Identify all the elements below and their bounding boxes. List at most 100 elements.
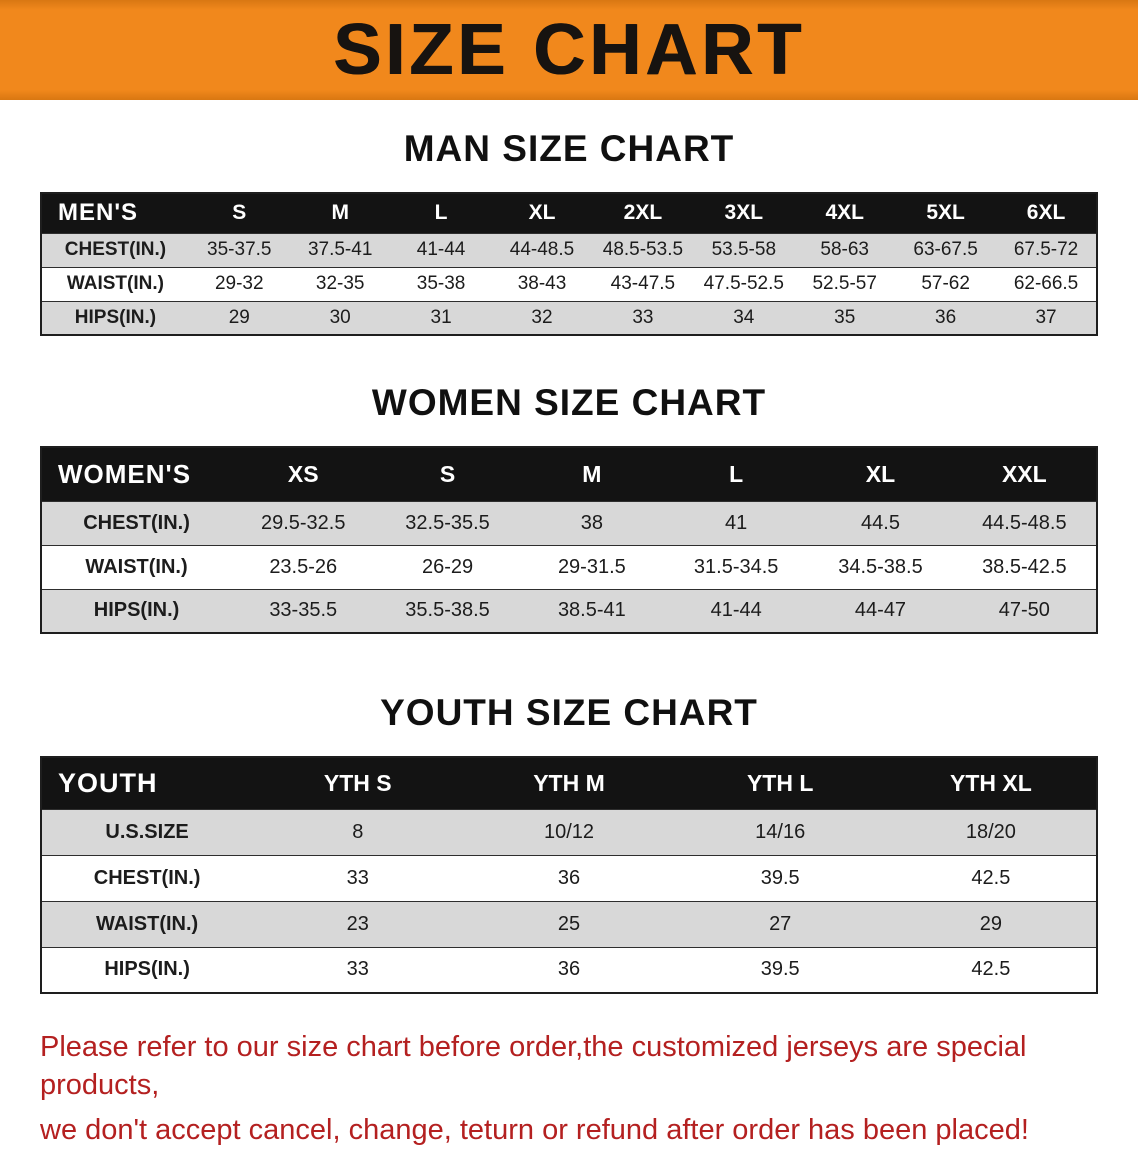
value-cell: 48.5-53.5 [592, 232, 694, 267]
value-cell: 47.5-52.5 [693, 266, 795, 301]
value-cell: 38 [519, 500, 665, 545]
youth-section-heading: YOUTH SIZE CHART [380, 692, 758, 733]
value-cell: 36 [463, 854, 675, 901]
table-row: WAIST(IN.) 23.5-26 26-29 29-31.5 31.5-34.5 34… [41, 544, 1097, 589]
column-header: XL [491, 193, 593, 233]
value-cell: 32 [491, 300, 593, 335]
value-cell: 42.5 [885, 946, 1097, 993]
value-cell: 26-29 [375, 544, 520, 589]
value-cell: 58-63 [794, 232, 896, 267]
value-cell: 35-37.5 [188, 232, 290, 267]
value-cell: 39.5 [674, 854, 886, 901]
table-row: CHEST(IN.) 35-37.5 37.5-41 41-44 44-48.5 48.5… [41, 232, 1097, 267]
value-cell: 43-47.5 [592, 266, 694, 301]
men-size-section: MAN SIZE CHART MEN'S S M L XL 2XL 3XL 4XL 5XL 6XL… [0, 128, 1138, 336]
value-cell: 25 [463, 900, 675, 947]
table-header-row: MEN'S S M L XL 2XL 3XL 4XL 5XL 6XL [41, 193, 1097, 233]
men-section-heading: MAN SIZE CHART [403, 128, 735, 169]
column-header: YTH S [252, 757, 464, 809]
column-header: M [289, 193, 391, 233]
column-header: 5XL [895, 193, 997, 233]
value-cell: 36 [895, 300, 997, 335]
column-header: XS [231, 447, 376, 501]
value-cell: 23 [252, 900, 464, 947]
column-header: 6XL [996, 193, 1097, 233]
value-cell: 35-38 [390, 266, 492, 301]
value-cell: 33 [252, 854, 464, 901]
value-cell: 53.5-58 [693, 232, 795, 267]
table-row: CHEST(IN.) 33 36 39.5 42.5 [41, 854, 1097, 901]
value-cell: 37 [996, 300, 1097, 335]
value-cell: 29-32 [188, 266, 290, 301]
value-cell: 57-62 [895, 266, 997, 301]
column-header: YTH L [674, 757, 886, 809]
youth-size-section: YOUTH SIZE CHART YOUTH YTH S YTH M YTH L YTH… [0, 692, 1138, 994]
table-row: HIPS(IN.) 33-35.5 35.5-38.5 38.5-41 41-44 44-… [41, 588, 1097, 633]
value-cell: 29 [885, 900, 1097, 947]
column-header: L [390, 193, 492, 233]
value-cell: 29.5-32.5 [231, 500, 376, 545]
value-cell: 44.5-48.5 [952, 500, 1097, 545]
table-row: HIPS(IN.) 33 36 39.5 42.5 [41, 946, 1097, 993]
row-label: WAIST(IN.) [41, 544, 232, 589]
value-cell: 18/20 [885, 808, 1097, 855]
value-cell: 67.5-72 [996, 232, 1097, 267]
value-cell: 44-47 [808, 588, 953, 633]
value-cell: 30 [289, 300, 391, 335]
value-cell: 31 [390, 300, 492, 335]
column-header: S [375, 447, 520, 501]
value-cell: 31.5-34.5 [664, 544, 809, 589]
value-cell: 8 [252, 808, 464, 855]
value-cell: 41-44 [664, 588, 809, 633]
value-cell: 23.5-26 [231, 544, 376, 589]
value-cell: 38.5-42.5 [952, 544, 1097, 589]
value-cell: 41-44 [390, 232, 492, 267]
value-cell: 34.5-38.5 [808, 544, 953, 589]
value-cell: 34 [693, 300, 795, 335]
column-header: XL [808, 447, 953, 501]
row-label: CHEST(IN.) [41, 854, 253, 901]
column-header: L [664, 447, 809, 501]
row-label: CHEST(IN.) [41, 232, 189, 267]
value-cell: 32.5-35.5 [375, 500, 520, 545]
table-row: HIPS(IN.) 29 30 31 32 33 34 35 36 37 [41, 300, 1097, 335]
table-row: CHEST(IN.) 29.5-32.5 32.5-35.5 38 41 44.5 44.5… [41, 500, 1097, 545]
value-cell: 47-50 [952, 588, 1097, 633]
column-header: XXL [952, 447, 1097, 501]
value-cell: 32-35 [289, 266, 391, 301]
banner: SIZE CHART [0, 0, 1138, 100]
value-cell: 27 [674, 900, 886, 947]
table-corner-label: WOMEN'S [41, 447, 232, 501]
table-corner-label: MEN'S [41, 193, 189, 233]
value-cell: 14/16 [674, 808, 886, 855]
value-cell: 29 [188, 300, 290, 335]
women-section-heading: WOMEN SIZE CHART [371, 382, 767, 423]
women-size-section: WOMEN SIZE CHART WOMEN'S XS S M L XL XXL CHEST(… [0, 382, 1138, 634]
column-header: S [188, 193, 290, 233]
column-header: 4XL [794, 193, 896, 233]
row-label: U.S.SIZE [41, 808, 253, 855]
value-cell: 63-67.5 [895, 232, 997, 267]
column-header: 3XL [693, 193, 795, 233]
men-size-table: MEN'S S M L XL 2XL 3XL 4XL 5XL 6XL CHEST(IN.) 35-37… [40, 192, 1098, 336]
row-label: HIPS(IN.) [41, 588, 232, 633]
row-label: CHEST(IN.) [41, 500, 232, 545]
value-cell: 38-43 [491, 266, 593, 301]
value-cell: 39.5 [674, 946, 886, 993]
table-header-row: YOUTH YTH S YTH M YTH L YTH XL [41, 757, 1097, 809]
table-header-row: WOMEN'S XS S M L XL XXL [41, 447, 1097, 501]
youth-size-table: YOUTH YTH S YTH M YTH L YTH XL U.S.SIZE 8 10/12… [40, 756, 1098, 994]
column-header: 2XL [592, 193, 694, 233]
disclaimer-line-1: Please refer to our size chart before or… [40, 1031, 1027, 1102]
row-label: WAIST(IN.) [41, 266, 189, 301]
value-cell: 52.5-57 [794, 266, 896, 301]
table-row: WAIST(IN.) 29-32 32-35 35-38 38-43 43-47.5 47.… [41, 266, 1097, 301]
value-cell: 44-48.5 [491, 232, 593, 267]
table-row: WAIST(IN.) 23 25 27 29 [41, 900, 1097, 947]
disclaimer: Please refer to our size chart before or… [40, 1028, 1108, 1149]
value-cell: 10/12 [463, 808, 675, 855]
banner-title: SIZE CHART [333, 10, 805, 90]
value-cell: 29-31.5 [519, 544, 665, 589]
row-label: HIPS(IN.) [41, 300, 189, 335]
